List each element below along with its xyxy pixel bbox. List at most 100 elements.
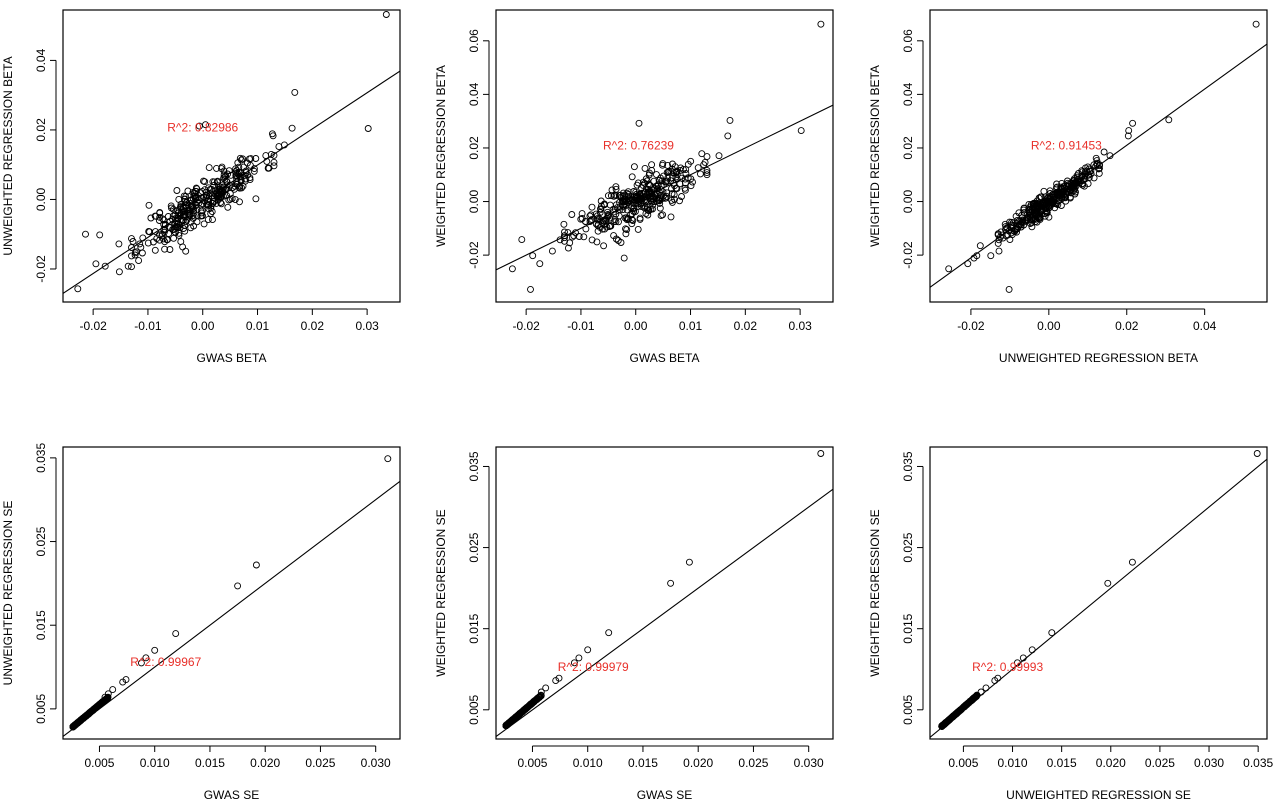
data-point xyxy=(698,150,706,158)
data-point xyxy=(231,196,239,204)
data-point xyxy=(200,220,208,228)
y-tick-label: 0.06 xyxy=(901,29,915,53)
plot-frame xyxy=(62,446,401,740)
data-point xyxy=(132,248,140,256)
y-tick-label: 0.025 xyxy=(467,532,481,562)
data-point xyxy=(275,143,283,151)
data-point xyxy=(648,161,656,169)
data-point xyxy=(197,212,205,220)
data-point xyxy=(660,192,668,200)
data-point xyxy=(1031,214,1039,222)
data-point xyxy=(138,249,146,257)
data-point xyxy=(174,209,182,217)
y-tick-label: 0.02 xyxy=(901,136,915,160)
data-point xyxy=(223,177,230,185)
data-point xyxy=(542,684,550,692)
data-point xyxy=(1090,174,1098,182)
data-point xyxy=(1078,173,1085,181)
data-point xyxy=(685,558,693,566)
data-point xyxy=(128,263,135,271)
x-axis-title: UNWEIGHTED REGRESSION BETA xyxy=(999,351,1198,365)
plot-frame xyxy=(495,446,834,740)
data-point xyxy=(234,582,242,590)
data-point xyxy=(938,722,946,730)
data-point xyxy=(634,225,642,233)
data-point xyxy=(191,192,199,200)
x-tick-label: 0.030 xyxy=(1194,756,1224,770)
data-point xyxy=(109,686,117,694)
x-tick-label: 0.01 xyxy=(246,319,270,333)
data-point xyxy=(561,228,568,236)
data-point xyxy=(703,169,711,177)
data-point xyxy=(1005,285,1013,293)
x-tick-label: 0.025 xyxy=(305,756,335,770)
regression-line xyxy=(496,104,833,271)
scatter-panel-1: -0.02 -0.01 0.00 0.01 0.02 0.03 GWAS BETA -0.02… xyxy=(1,9,401,365)
data-point xyxy=(164,213,172,220)
data-point xyxy=(678,193,685,200)
x-axis-title: GWAS SE xyxy=(637,788,693,802)
data-point xyxy=(131,251,139,259)
data-point xyxy=(1041,210,1049,217)
data-point xyxy=(531,697,539,705)
data-point xyxy=(74,285,82,293)
data-point xyxy=(101,262,109,270)
data-point xyxy=(97,700,105,708)
x-tick-label: 0.020 xyxy=(250,756,280,770)
data-point xyxy=(151,246,159,254)
data-point xyxy=(622,230,630,238)
data-point xyxy=(817,20,825,28)
data-point xyxy=(630,163,638,171)
data-point xyxy=(696,170,704,178)
data-point xyxy=(575,233,583,240)
data-point xyxy=(624,198,631,206)
data-point xyxy=(151,646,159,654)
data-point xyxy=(137,243,145,251)
data-point xyxy=(668,198,676,206)
x-tick-label: 0.020 xyxy=(683,756,713,770)
data-point xyxy=(205,164,213,172)
data-point xyxy=(560,220,568,228)
data-point xyxy=(160,228,168,236)
data-point xyxy=(288,124,296,132)
data-point xyxy=(1041,200,1049,208)
data-point xyxy=(225,196,233,204)
data-point xyxy=(650,177,658,185)
data-point xyxy=(676,166,684,174)
scatter-panel-5: 0.005 0.010 0.015 0.020 0.025 0.030 GWAS SE 0.0… xyxy=(434,446,834,802)
data-point xyxy=(269,132,277,140)
x-tick-label: 0.030 xyxy=(361,756,391,770)
data-point xyxy=(668,165,676,173)
data-point xyxy=(223,181,231,189)
data-point xyxy=(946,715,954,723)
data-point xyxy=(1041,193,1049,201)
data-point xyxy=(564,229,572,237)
data-point xyxy=(92,260,100,268)
data-point xyxy=(175,231,183,239)
x-tick-label: -0.02 xyxy=(512,319,540,333)
x-tick-label: 0.020 xyxy=(1096,756,1126,770)
data-point xyxy=(184,187,192,195)
data-point xyxy=(142,654,150,662)
data-point xyxy=(1082,164,1089,172)
data-point xyxy=(173,221,181,229)
data-point xyxy=(115,268,123,276)
data-point xyxy=(1253,450,1261,457)
data-point xyxy=(612,235,620,243)
data-point xyxy=(703,166,711,174)
data-point xyxy=(628,173,636,181)
data-point xyxy=(622,225,629,233)
data-point xyxy=(570,659,578,667)
data-point xyxy=(264,164,272,172)
data-point xyxy=(222,172,230,180)
data-point xyxy=(212,199,220,207)
data-point xyxy=(156,236,164,244)
data-point xyxy=(703,153,711,161)
data-point xyxy=(1005,227,1013,235)
y-tick-label: 0.035 xyxy=(34,443,48,473)
data-point xyxy=(1062,190,1070,198)
data-point xyxy=(174,214,182,222)
data-point xyxy=(181,222,189,229)
data-point xyxy=(170,234,178,242)
data-point xyxy=(597,197,605,205)
